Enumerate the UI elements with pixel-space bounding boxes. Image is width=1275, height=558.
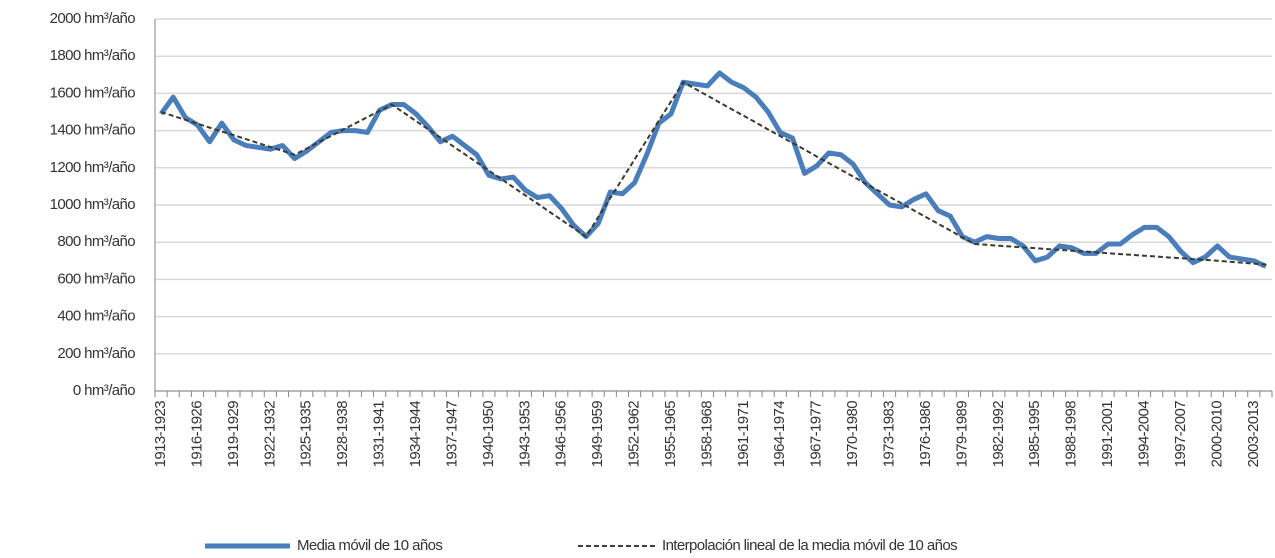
y-tick-label: 1000 hm³/año [50, 196, 136, 213]
x-tick-label: 1967-1977 [808, 401, 825, 468]
x-tick-label: 1979-1989 [953, 401, 970, 468]
y-tick-label: 600 hm³/año [57, 270, 135, 287]
y-tick-label: 1600 hm³/año [50, 84, 136, 101]
x-tick-label: 1940-1950 [480, 401, 497, 468]
data-line [159, 70, 1267, 269]
x-tick-label: 1922-1932 [261, 401, 278, 468]
x-tick-label: 1919-1929 [225, 401, 242, 468]
x-tick-label: 2003-2013 [1245, 401, 1262, 468]
x-tick-label: 1928-1938 [334, 401, 351, 468]
y-tick-label: 0 hm³/año [73, 382, 135, 399]
y-tick-label: 1400 hm³/año [50, 122, 136, 139]
x-tick-label: 1943-1953 [516, 401, 533, 468]
x-tick-label: 2000-2010 [1208, 401, 1225, 468]
y-tick-label: 2000 hm³/año [50, 10, 136, 27]
x-tick-label: 1991-2001 [1099, 401, 1116, 468]
data-line [160, 81, 1267, 266]
x-tick-label: 1997-2007 [1172, 401, 1189, 468]
x-tick-label: 1937-1947 [443, 401, 460, 468]
x-tick-label: 1970-1980 [844, 401, 861, 468]
legend-label: Media móvil de 10 años [297, 537, 442, 554]
x-tick-label: 1925-1935 [298, 401, 315, 468]
x-tick-label: 1952-1962 [626, 401, 643, 468]
x-tick-label: 1976-1986 [917, 401, 934, 468]
legend-label: Interpolación lineal de la media móvil d… [662, 537, 957, 554]
x-tick-label: 1931-1941 [371, 401, 388, 468]
x-tick-label: 1946-1956 [553, 401, 570, 468]
x-tick-label: 1934-1944 [407, 401, 424, 468]
x-tick-label: 1958-1968 [698, 401, 715, 468]
x-tick-label: 1985-1995 [1026, 401, 1043, 468]
x-tick-label: 1913-1923 [152, 401, 169, 468]
x-tick-label: 1964-1974 [771, 401, 788, 468]
x-tick-label: 1949-1959 [589, 401, 606, 468]
x-tick-label: 1916-1926 [188, 401, 205, 468]
y-tick-label: 400 hm³/año [57, 308, 135, 325]
x-tick-label: 1961-1971 [735, 401, 752, 468]
x-tick-label: 1973-1983 [881, 401, 898, 468]
y-tick-label: 800 hm³/año [57, 233, 135, 250]
x-tick-label: 1994-2004 [1135, 401, 1152, 468]
y-tick-label: 200 hm³/año [57, 345, 135, 362]
x-tick-label: 1955-1965 [662, 401, 679, 468]
y-tick-label: 1800 hm³/año [50, 47, 136, 64]
y-tick-label: 1200 hm³/año [50, 159, 136, 176]
x-tick-label: 1982-1992 [990, 401, 1007, 468]
x-tick-label: 1988-1998 [1063, 401, 1080, 468]
